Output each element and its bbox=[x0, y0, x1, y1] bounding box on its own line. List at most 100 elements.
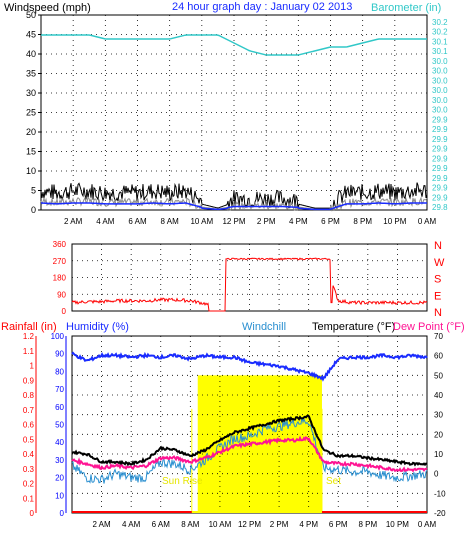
temperature-ytick: 20 bbox=[434, 430, 443, 439]
rainfall-ytick: 1.1 bbox=[23, 347, 35, 356]
direction-compass-label: N bbox=[434, 240, 442, 252]
wind-ytick: 10 bbox=[26, 166, 36, 176]
rainfall-ytick: 0.7 bbox=[23, 406, 35, 415]
rainfall-ytick: 0 bbox=[30, 509, 35, 518]
dewpoint-line bbox=[71, 435, 428, 473]
barometer-ytick: 29.9 bbox=[432, 154, 448, 163]
barometer-ytick: 30.0 bbox=[432, 67, 448, 76]
wind-gust-line bbox=[40, 182, 428, 212]
temperature-ytick: -20 bbox=[434, 509, 446, 518]
barometer-ytick: 30.0 bbox=[432, 76, 448, 85]
wind-xtick: 8 PM bbox=[353, 217, 372, 226]
temperature-xtick: 2 AM bbox=[92, 520, 111, 529]
humidity-ytick: 70 bbox=[55, 385, 64, 394]
barometer-ytick: 30.2 bbox=[432, 28, 448, 37]
wind-ytick: 40 bbox=[26, 49, 36, 59]
direction-ytick: 360 bbox=[53, 240, 67, 249]
rainfall-ytick: 0.6 bbox=[23, 421, 35, 430]
temperature-panel: 0 0.1 0.2 0.3 0.4 0.5 0.6 0.7 0.8 0.9 1 1.1 1.2 0 10 20… bbox=[23, 332, 446, 529]
barometer-ytick: 29.9 bbox=[432, 184, 448, 193]
wind-xtick: 4 PM bbox=[289, 217, 308, 226]
temperature-xtick: 0 AM bbox=[418, 520, 437, 529]
temperature-xtick: 10 AM bbox=[209, 520, 232, 529]
temperature-xtick: 10 PM bbox=[386, 520, 409, 529]
wind-plot-frame bbox=[40, 14, 428, 211]
temperature-ytick: 60 bbox=[434, 352, 443, 361]
barometer-ytick: 29.9 bbox=[432, 174, 448, 183]
wind-direction-line bbox=[71, 257, 428, 312]
humidity-ytick: 20 bbox=[55, 474, 64, 483]
temperature-ytick: 70 bbox=[434, 332, 443, 341]
wind-ytick: 30 bbox=[26, 88, 36, 98]
humidity-ytick: 40 bbox=[55, 438, 64, 447]
wind-xtick: 10 AM bbox=[190, 217, 213, 226]
barometer-axis-title: Barometer (in) bbox=[371, 2, 441, 14]
direction-compass-label: E bbox=[434, 290, 441, 302]
rainfall-ytick: 0.1 bbox=[23, 494, 35, 503]
sunset-label: Set bbox=[326, 476, 341, 487]
chart-title: 24 hour graph day : January 02 2013 bbox=[172, 1, 352, 13]
barometer-ytick: 30.0 bbox=[432, 96, 448, 105]
humidity-ytick: 30 bbox=[55, 456, 64, 465]
temperature-ytick: 30 bbox=[434, 411, 443, 420]
barometer-ytick: 29.9 bbox=[432, 145, 448, 154]
wind-xtick: 6 AM bbox=[128, 217, 147, 226]
direction-compass-label: W bbox=[434, 257, 445, 269]
temperature-line bbox=[71, 414, 427, 467]
wind-ytick: 15 bbox=[26, 147, 36, 157]
barometer-ytick: 30.2 bbox=[432, 18, 448, 27]
wind-ytick: 35 bbox=[26, 69, 36, 79]
temperature-ytick: 0 bbox=[434, 470, 439, 479]
wind-xtick: 8 AM bbox=[161, 217, 180, 226]
wind-ytick: 50 bbox=[26, 10, 36, 20]
rainfall-ytick: 1 bbox=[30, 362, 35, 371]
barometer-ytick: 29.9 bbox=[432, 125, 448, 134]
sunrise-label: Sun Rise bbox=[162, 476, 203, 487]
temperature-xtick: 4 PM bbox=[299, 520, 318, 529]
rainfall-ytick: 0.4 bbox=[23, 450, 35, 459]
barometer-ytick: 29.9 bbox=[432, 164, 448, 173]
humidity-ytick: 100 bbox=[51, 332, 65, 341]
temperature-ytick: -10 bbox=[434, 489, 446, 498]
direction-compass-label: N bbox=[434, 307, 442, 319]
rainfall-ytick: 0.9 bbox=[23, 376, 35, 385]
wind-ytick: 5 bbox=[31, 186, 36, 196]
wind-xtick: 6 PM bbox=[321, 217, 340, 226]
wind-ytick: 20 bbox=[26, 127, 36, 137]
temperature-xtick: 2 PM bbox=[270, 520, 289, 529]
temperature-xtick: 8 AM bbox=[181, 520, 200, 529]
temperature-legend: Temperature (°F) bbox=[312, 321, 395, 333]
rainfall-ytick: 0.8 bbox=[23, 391, 35, 400]
direction-ytick: 0 bbox=[62, 307, 67, 316]
barometer-ytick: 30.1 bbox=[432, 47, 448, 56]
direction-ytick: 90 bbox=[57, 290, 66, 299]
temperature-ytick: 50 bbox=[434, 371, 443, 380]
humidity-axis-title: Humidity (%) bbox=[66, 321, 129, 333]
temperature-xtick: 6 AM bbox=[152, 520, 171, 529]
humidity-ytick: 80 bbox=[55, 367, 64, 376]
temperature-xtick: 12 PM bbox=[238, 520, 261, 529]
dewpoint-legend: Dew Point (°F) bbox=[393, 321, 465, 333]
rainfall-axis-title: Rainfall (in) bbox=[1, 321, 57, 333]
barometer-ytick: 30.0 bbox=[432, 86, 448, 95]
wind-mean-line bbox=[41, 202, 427, 211]
rainfall-ytick: 0.2 bbox=[23, 480, 35, 489]
barometer-ytick: 30.0 bbox=[432, 106, 448, 115]
temperature-xtick: 6 PM bbox=[329, 520, 348, 529]
humidity-ytick: 50 bbox=[55, 421, 64, 430]
barometer-ytick: 29.9 bbox=[432, 115, 448, 124]
wind-xtick: 2 PM bbox=[257, 217, 276, 226]
humidity-ytick: 90 bbox=[55, 350, 64, 359]
barometer-ytick: 29.8 bbox=[432, 203, 448, 212]
humidity-ytick: 0 bbox=[60, 509, 65, 518]
wind-xtick: 10 PM bbox=[383, 217, 406, 226]
rainfall-ytick: 0.5 bbox=[23, 435, 35, 444]
humidity-line bbox=[71, 351, 428, 382]
direction-ytick: 270 bbox=[53, 257, 67, 266]
direction-compass-label: S bbox=[434, 274, 441, 286]
barometer-ytick: 29.9 bbox=[432, 135, 448, 144]
temperature-xtick: 4 AM bbox=[122, 520, 141, 529]
humidity-ytick: 60 bbox=[55, 403, 64, 412]
